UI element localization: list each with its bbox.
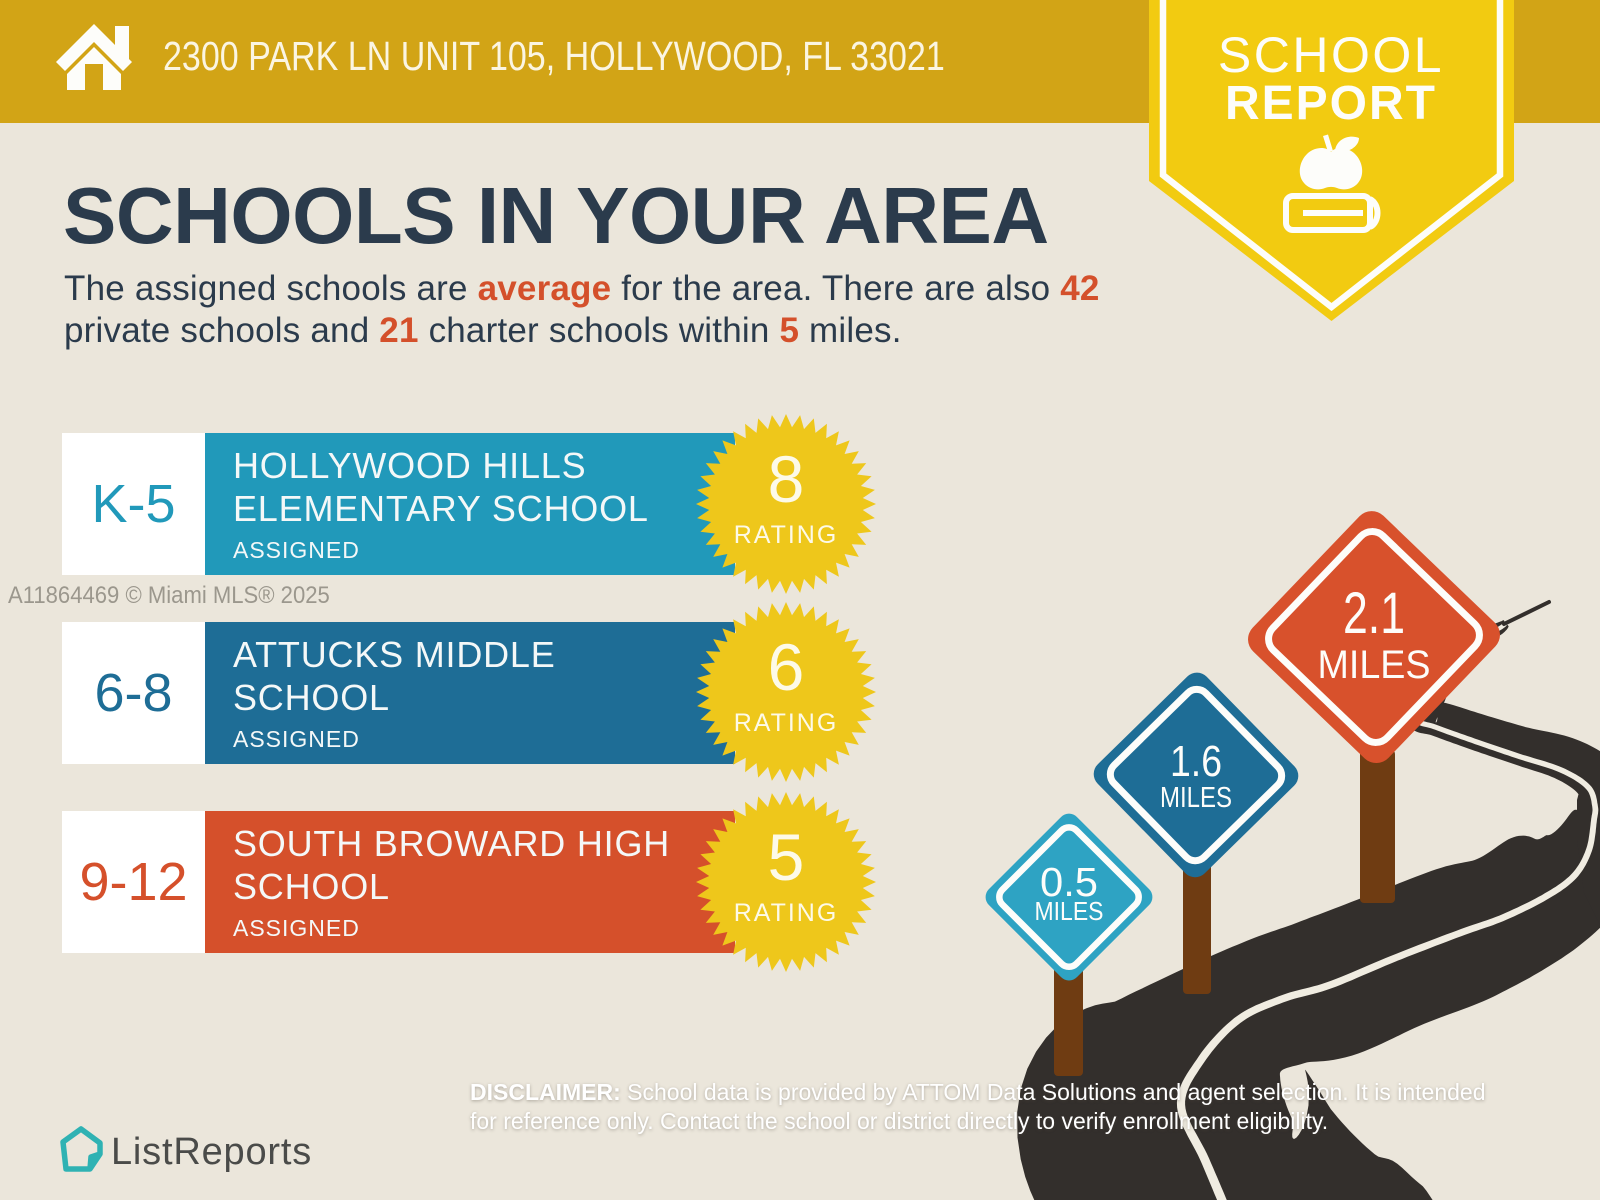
svg-text:MILES: MILES	[1035, 896, 1104, 926]
svg-text:0.5: 0.5	[1040, 859, 1098, 905]
svg-text:MILES: MILES	[1160, 782, 1232, 814]
svg-text:REPORT: REPORT	[1225, 77, 1437, 130]
svg-text:1.6: 1.6	[1170, 737, 1222, 786]
svg-text:MILES: MILES	[1318, 643, 1431, 687]
svg-text:2.1: 2.1	[1343, 581, 1405, 646]
svg-text:SCHOOL: SCHOOL	[1218, 27, 1444, 83]
